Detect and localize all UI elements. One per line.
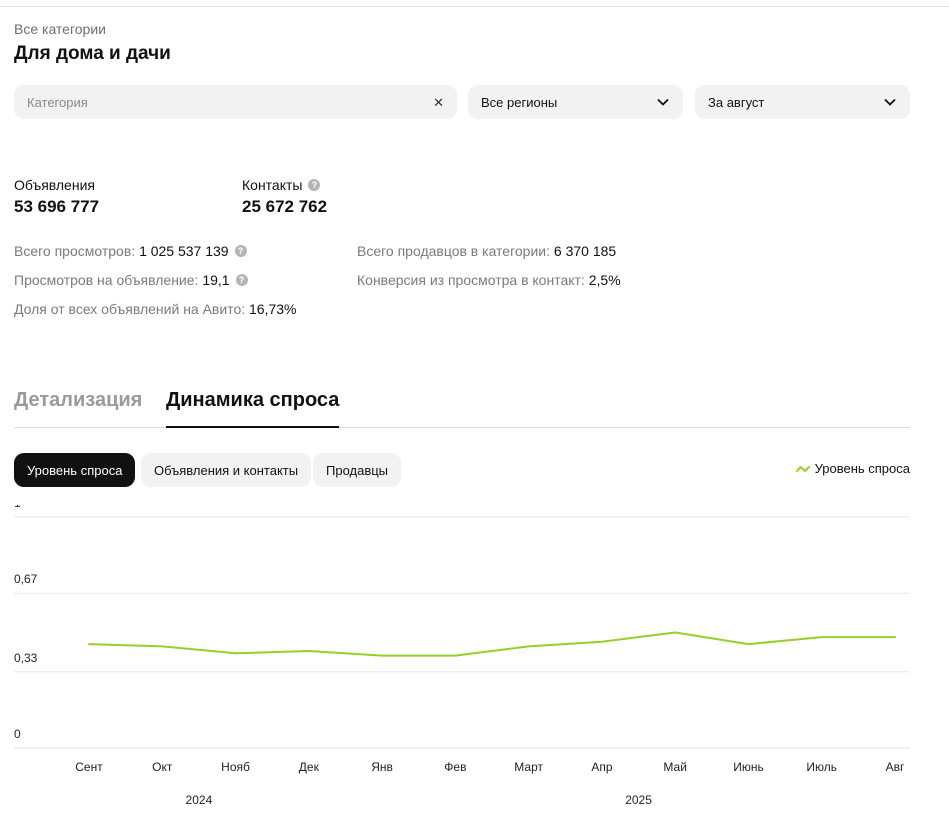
x-tick-label: Окт (152, 760, 173, 774)
region-select[interactable]: Все регионы (468, 85, 683, 119)
x-tick-label: Сент (75, 760, 103, 774)
ads-label: Объявления (14, 177, 95, 193)
views-stat: Всего просмотров: 1 025 537 139 ? (14, 243, 247, 259)
x-tick-label: Дек (299, 760, 320, 774)
ads-metric: Объявления 53 696 777 (14, 177, 99, 217)
views-per-ad-label: Просмотров на объявление: (14, 272, 199, 288)
x-tick-label: Май (663, 760, 687, 774)
share-stat: Доля от всех объявлений на Авито: 16,73% (14, 301, 297, 317)
series-line-demand (88, 631, 896, 657)
chip-demand-level[interactable]: Уровень спроса (14, 453, 136, 487)
views-per-ad-stat: Просмотров на объявление: 19,1 ? (14, 272, 248, 288)
y-tick-label: 0 (14, 727, 21, 741)
x-tick-label: Апр (591, 760, 613, 774)
y-tick-label: 0,33 (14, 651, 38, 665)
clear-icon[interactable]: ✕ (433, 94, 444, 110)
chart-legend: Уровень спроса (795, 461, 910, 476)
help-icon[interactable]: ? (234, 245, 247, 257)
contacts-label: Контакты (242, 177, 303, 193)
sellers-label: Всего продавцов в категории: (357, 243, 550, 259)
y-tick-label: 1 (14, 505, 21, 510)
year-label: 2025 (625, 793, 652, 807)
conversion-value: 2,5% (588, 272, 621, 288)
chip-ads-contacts[interactable]: Объявления и контакты (141, 453, 312, 487)
category-placeholder: Категория (27, 94, 88, 110)
x-tick-label: Фев (444, 760, 466, 774)
demand-chart: 0 0,33 0,67 1 Сент Окт Нояб Дек Янв Фев Март Апр Май… (14, 505, 910, 807)
tab-bar: Детализация Динамика спроса (14, 386, 910, 428)
region-value: Все регионы (481, 94, 558, 110)
period-value: За август (708, 94, 765, 110)
sellers-stat: Всего продавцов в категории: 6 370 185 (357, 243, 616, 259)
share-label: Доля от всех объявлений на Авито: (14, 301, 246, 317)
sellers-value: 6 370 185 (553, 243, 617, 259)
x-tick-label: Июнь (733, 760, 764, 774)
period-select[interactable]: За август (695, 85, 910, 119)
x-tick-label: Янв (371, 760, 393, 774)
y-tick-label: 0,67 (14, 572, 38, 586)
tab-demand[interactable]: Динамика спроса (166, 386, 340, 428)
conversion-stat: Конверсия из просмотра в контакт: 2,5% (357, 272, 621, 288)
x-tick-label: Июль (806, 760, 837, 774)
top-divider (0, 6, 949, 7)
year-label: 2024 (186, 793, 213, 807)
contacts-metric: Контакты ? 25 672 762 (242, 177, 327, 217)
legend-line-icon (795, 465, 810, 472)
x-tick-label: Нояб (221, 760, 250, 774)
chip-sellers[interactable]: Продавцы (313, 453, 402, 487)
category-input[interactable]: Категория ✕ (14, 85, 457, 119)
share-value: 16,73% (249, 301, 297, 317)
chevron-down-icon (884, 98, 896, 106)
help-icon[interactable]: ? (308, 179, 321, 191)
views-label: Всего просмотров: (14, 243, 136, 259)
conversion-label: Конверсия из просмотра в контакт: (357, 272, 585, 288)
contacts-value: 25 672 762 (242, 197, 328, 216)
help-icon[interactable]: ? (235, 274, 248, 286)
tab-details[interactable]: Детализация (14, 389, 143, 411)
x-tick-label: Авг (886, 760, 905, 774)
chevron-down-icon (657, 98, 669, 106)
legend-label: Уровень спроса (814, 461, 910, 476)
page-title: Для дома и дачи (14, 43, 171, 64)
x-tick-label: Март (514, 760, 543, 774)
breadcrumb[interactable]: Все категории (14, 21, 106, 37)
views-value: 1 025 537 139 (139, 243, 229, 259)
views-per-ad-value: 19,1 (202, 272, 230, 288)
ads-value: 53 696 777 (14, 197, 100, 216)
